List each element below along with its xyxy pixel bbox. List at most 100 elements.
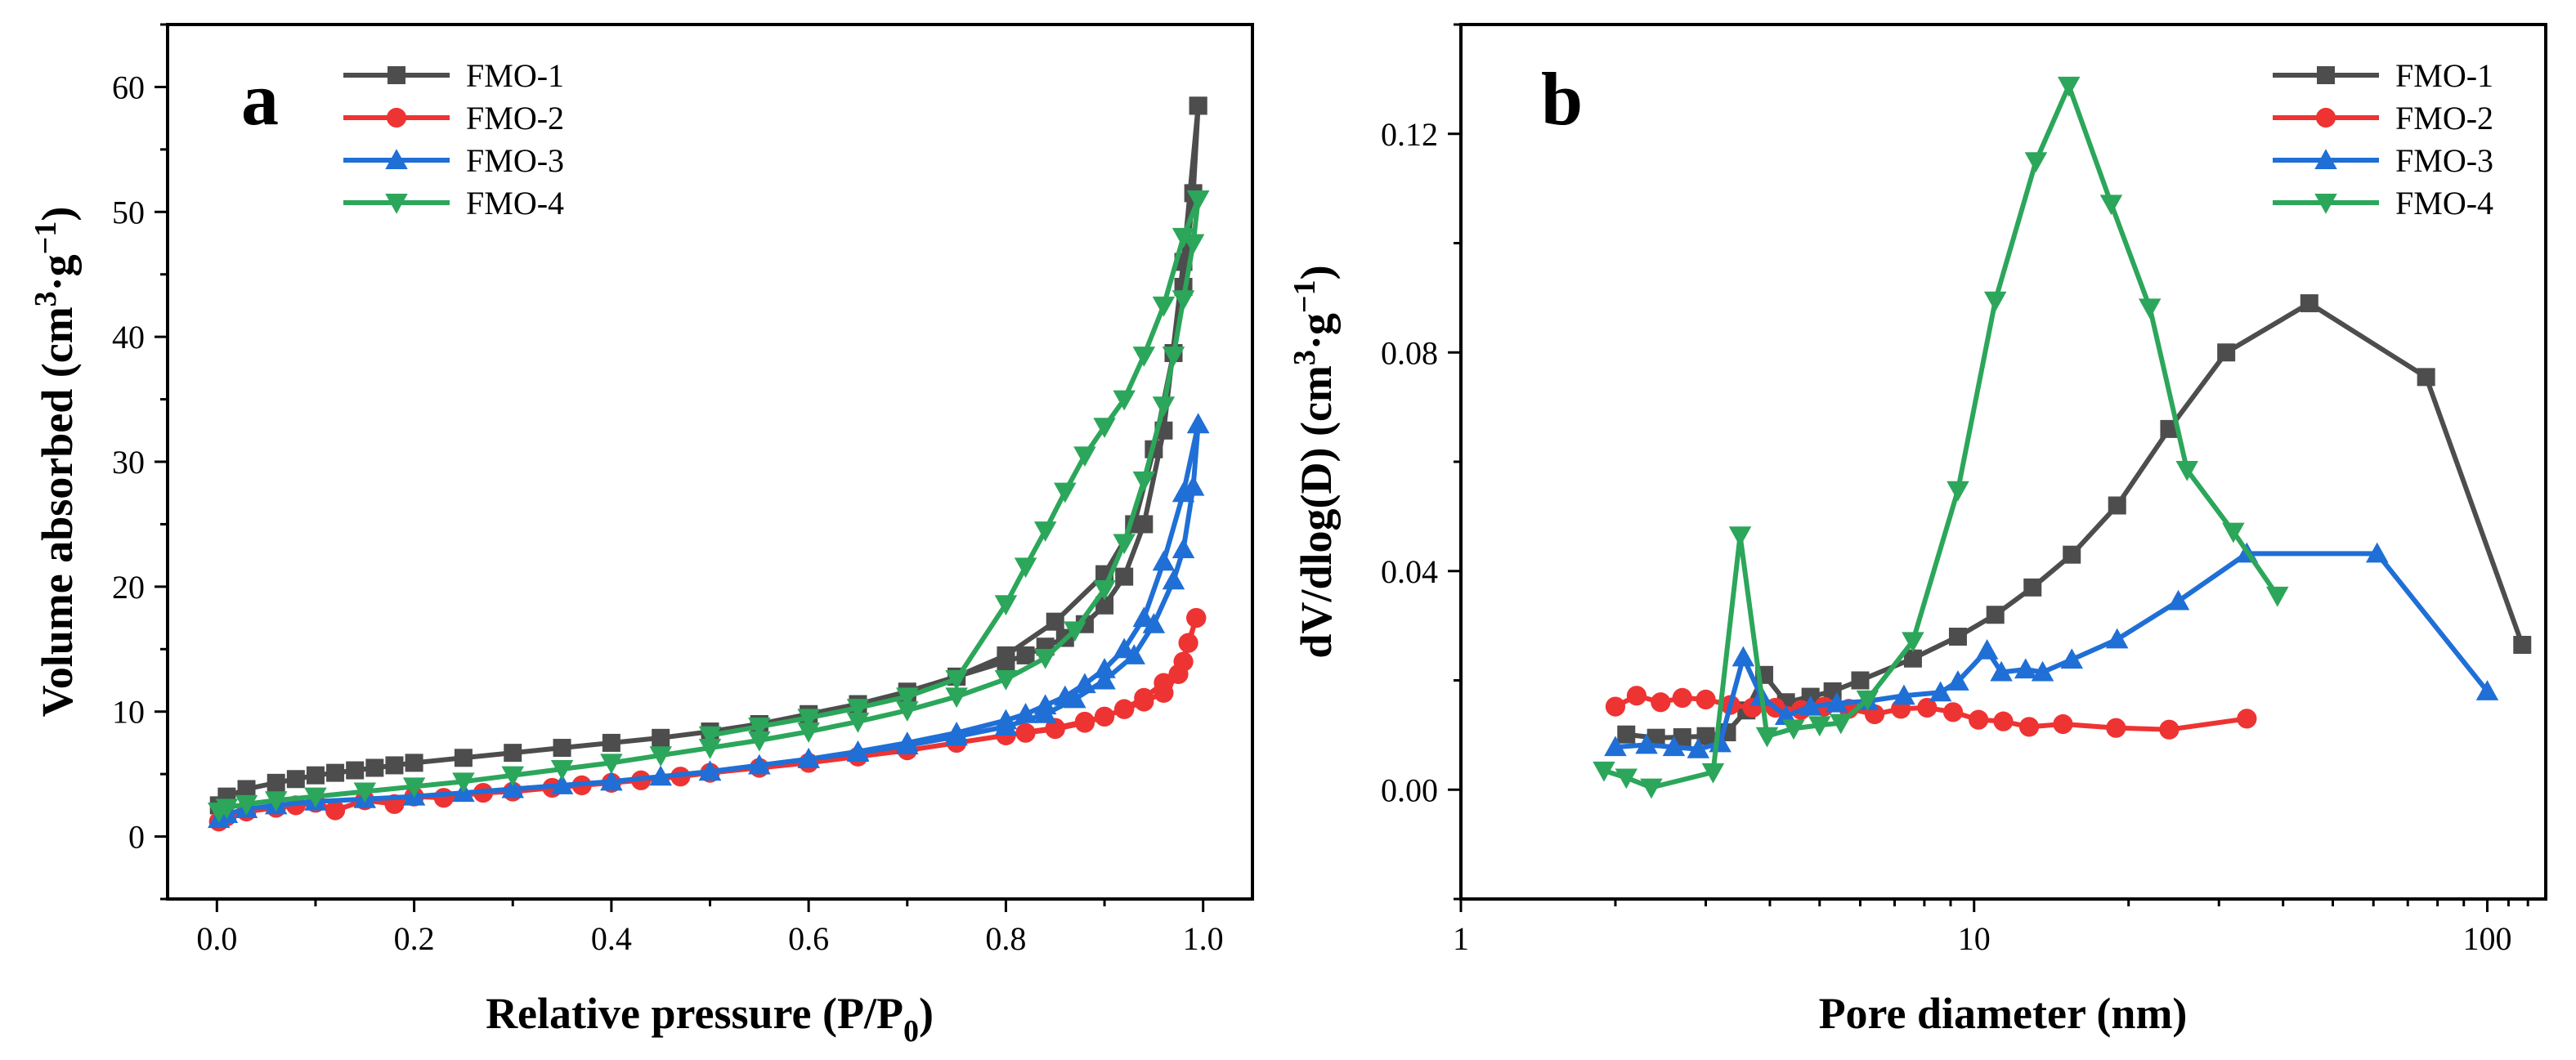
fmo-3-point xyxy=(1687,738,1710,758)
fmo-4-point xyxy=(1728,526,1752,548)
fmo-4-point xyxy=(1593,761,1615,782)
fmo-2-point xyxy=(2237,709,2257,729)
fmo-4-point xyxy=(2057,76,2081,97)
legend-fmo-4-marker xyxy=(2314,194,2337,214)
panel-b: 1 10 100 0.00 0.04 0.08 0.12 b Pore diameter (… xyxy=(1288,23,2547,1038)
panel-b-letter: b xyxy=(1541,57,1583,141)
fmo-2-point xyxy=(1696,689,1716,710)
fmo-1-point xyxy=(267,773,285,792)
fmo-2-point xyxy=(1094,706,1115,727)
fmo-1-point xyxy=(454,749,473,767)
legend-fmo-3-label: FMO-3 xyxy=(2395,142,2493,179)
fmo-2-point xyxy=(1942,702,1964,722)
fmo-3-point xyxy=(1162,569,1185,590)
legend-fmo-3-marker xyxy=(385,149,408,169)
fmo-3-point xyxy=(1054,685,1077,706)
panel-a-x-axis-title: Relative pressure (P/P0) xyxy=(486,989,934,1049)
fmo-3-point xyxy=(2031,660,2054,682)
fmo-2-point xyxy=(1114,699,1135,719)
fmo-4-point xyxy=(2222,522,2245,543)
fmo-4-point xyxy=(1014,557,1037,579)
fmo-3-point xyxy=(1152,550,1176,571)
fmo-4-point xyxy=(235,794,258,816)
fmo-3-point xyxy=(1014,703,1037,723)
fmo-1-point xyxy=(385,756,404,775)
x-tick-label: 100 xyxy=(2462,920,2511,957)
fmo-3-point xyxy=(1893,684,1915,705)
fmo-1-point xyxy=(2108,496,2126,515)
fmo-1-point xyxy=(1851,671,1870,690)
fmo-4-point xyxy=(264,791,288,812)
fmo-2-point xyxy=(2106,718,2126,738)
fmo-4-point xyxy=(1113,534,1136,555)
fmo-3-point xyxy=(1172,481,1195,503)
fmo-1-point xyxy=(237,780,256,798)
fmo-4-point xyxy=(994,595,1018,616)
x-tick-label: 1.0 xyxy=(1183,920,1224,957)
fmo-1-point xyxy=(2417,368,2435,387)
fmo-4-point xyxy=(1172,227,1195,248)
fmo-4-point xyxy=(1830,713,1852,735)
fmo-3-point xyxy=(1975,638,1999,660)
fmo-1-point xyxy=(286,770,305,789)
fmo-4-point xyxy=(698,739,722,759)
legend-fmo-2-label: FMO-2 xyxy=(466,100,564,136)
fmo-2-point xyxy=(1993,711,2014,731)
fmo-4-point xyxy=(353,782,377,803)
fmo-2-line-desorption xyxy=(1006,617,1199,738)
fmo-4-point xyxy=(1701,763,1725,784)
x-tick-label: 0.6 xyxy=(788,920,829,957)
panel-b-legend: FMO-1 FMO-2 FMO-3 FMO-4 xyxy=(2273,57,2493,221)
fmo-4-point xyxy=(1132,471,1156,492)
fmo-4-point xyxy=(1132,347,1156,367)
x-tick-label: 0.4 xyxy=(591,920,632,957)
legend-fmo-2-marker xyxy=(2315,107,2336,128)
fmo-2-point xyxy=(1186,607,1207,628)
fmo-3-point xyxy=(2014,658,2037,679)
fmo-1-point xyxy=(1673,728,1691,747)
panel-a-y-axis-title: Volume absorbed (cm3·g−1) xyxy=(29,207,82,718)
fmo-3-point xyxy=(1093,657,1116,678)
fmo-4-point xyxy=(1093,579,1116,601)
fmo-3-point xyxy=(994,709,1018,730)
fmo-4-point xyxy=(452,772,475,794)
fmo-1-point xyxy=(2513,636,2532,655)
legend-fmo-4-marker xyxy=(385,194,408,214)
fmo-2-point xyxy=(2053,713,2073,735)
panel-b-x-axis-title: Pore diameter (nm) xyxy=(1819,989,2188,1038)
fmo-1-point xyxy=(652,728,670,747)
x-tick-label: 1 xyxy=(1453,920,1469,957)
panel-b-y-axis-title: dV/dlog(D) (cm3·g−1) xyxy=(1288,265,1341,658)
fmo-4-point xyxy=(846,699,870,719)
fmo-4-point xyxy=(1093,418,1116,438)
fmo-3-point xyxy=(1947,670,1969,691)
y-tick-label: 60 xyxy=(112,69,145,105)
fmo-4-point xyxy=(896,687,919,709)
panel-a-frame xyxy=(166,23,1254,901)
fmo-3-point xyxy=(1172,538,1195,558)
fmo-4-point xyxy=(1947,481,1969,502)
fmo-4-point xyxy=(1902,632,1924,653)
legend-fmo-4-label: FMO-4 xyxy=(2395,185,2493,221)
fmo-4-point xyxy=(402,777,426,798)
fmo-1-point xyxy=(602,733,620,752)
x-tick-label: 0.2 xyxy=(394,920,435,957)
fmo-3-point xyxy=(1113,637,1136,659)
legend-fmo-1-marker xyxy=(388,66,405,84)
legend-fmo-2-marker xyxy=(386,107,407,128)
fmo-4-point xyxy=(1162,347,1185,367)
fmo-1-point xyxy=(2063,545,2081,564)
fmo-4-point xyxy=(1172,290,1195,311)
fmo-4-point xyxy=(896,701,919,722)
fmo-1-point xyxy=(306,766,325,785)
fmo-4-point xyxy=(1073,446,1096,467)
panel-a-letter: a xyxy=(241,57,279,141)
fmo-1-point xyxy=(346,761,365,780)
fmo-1-point xyxy=(2217,343,2236,362)
fmo-1-point xyxy=(1135,515,1154,534)
y-tick-label: 50 xyxy=(112,194,145,230)
fmo-3-point xyxy=(846,740,870,761)
fmo-4-point xyxy=(1186,190,1210,211)
fmo-2-point xyxy=(2159,719,2180,740)
x-tick-label: 0.0 xyxy=(196,920,237,957)
